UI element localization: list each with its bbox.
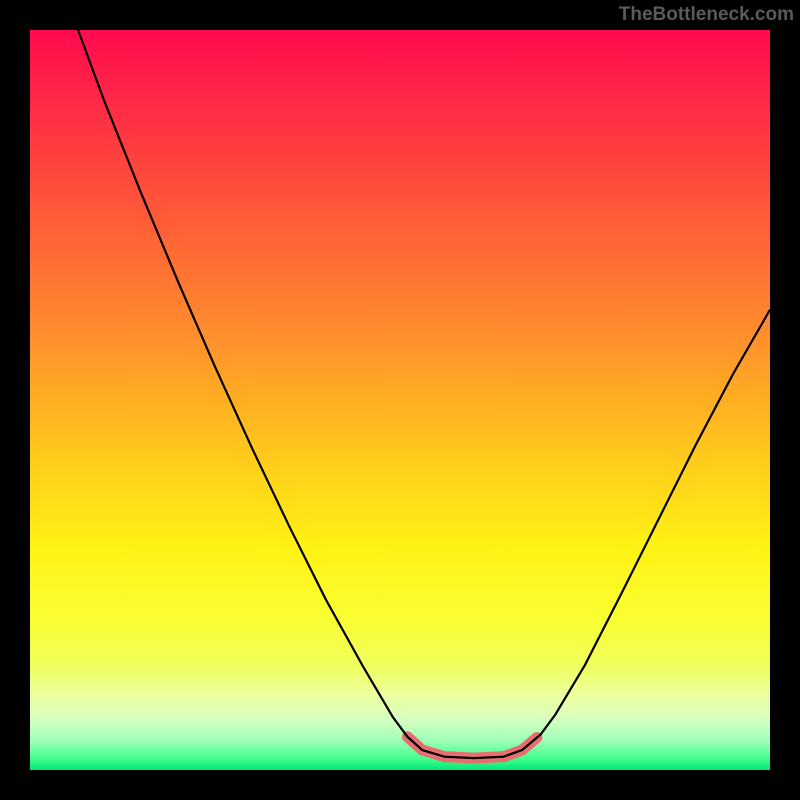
bottleneck-curve <box>78 30 770 758</box>
watermark-text: TheBottleneck.com <box>619 4 794 26</box>
valley-highlight <box>407 737 537 758</box>
chart-container: TheBottleneck.com <box>0 0 800 800</box>
curve-svg <box>30 30 770 770</box>
plot-area <box>30 30 770 770</box>
